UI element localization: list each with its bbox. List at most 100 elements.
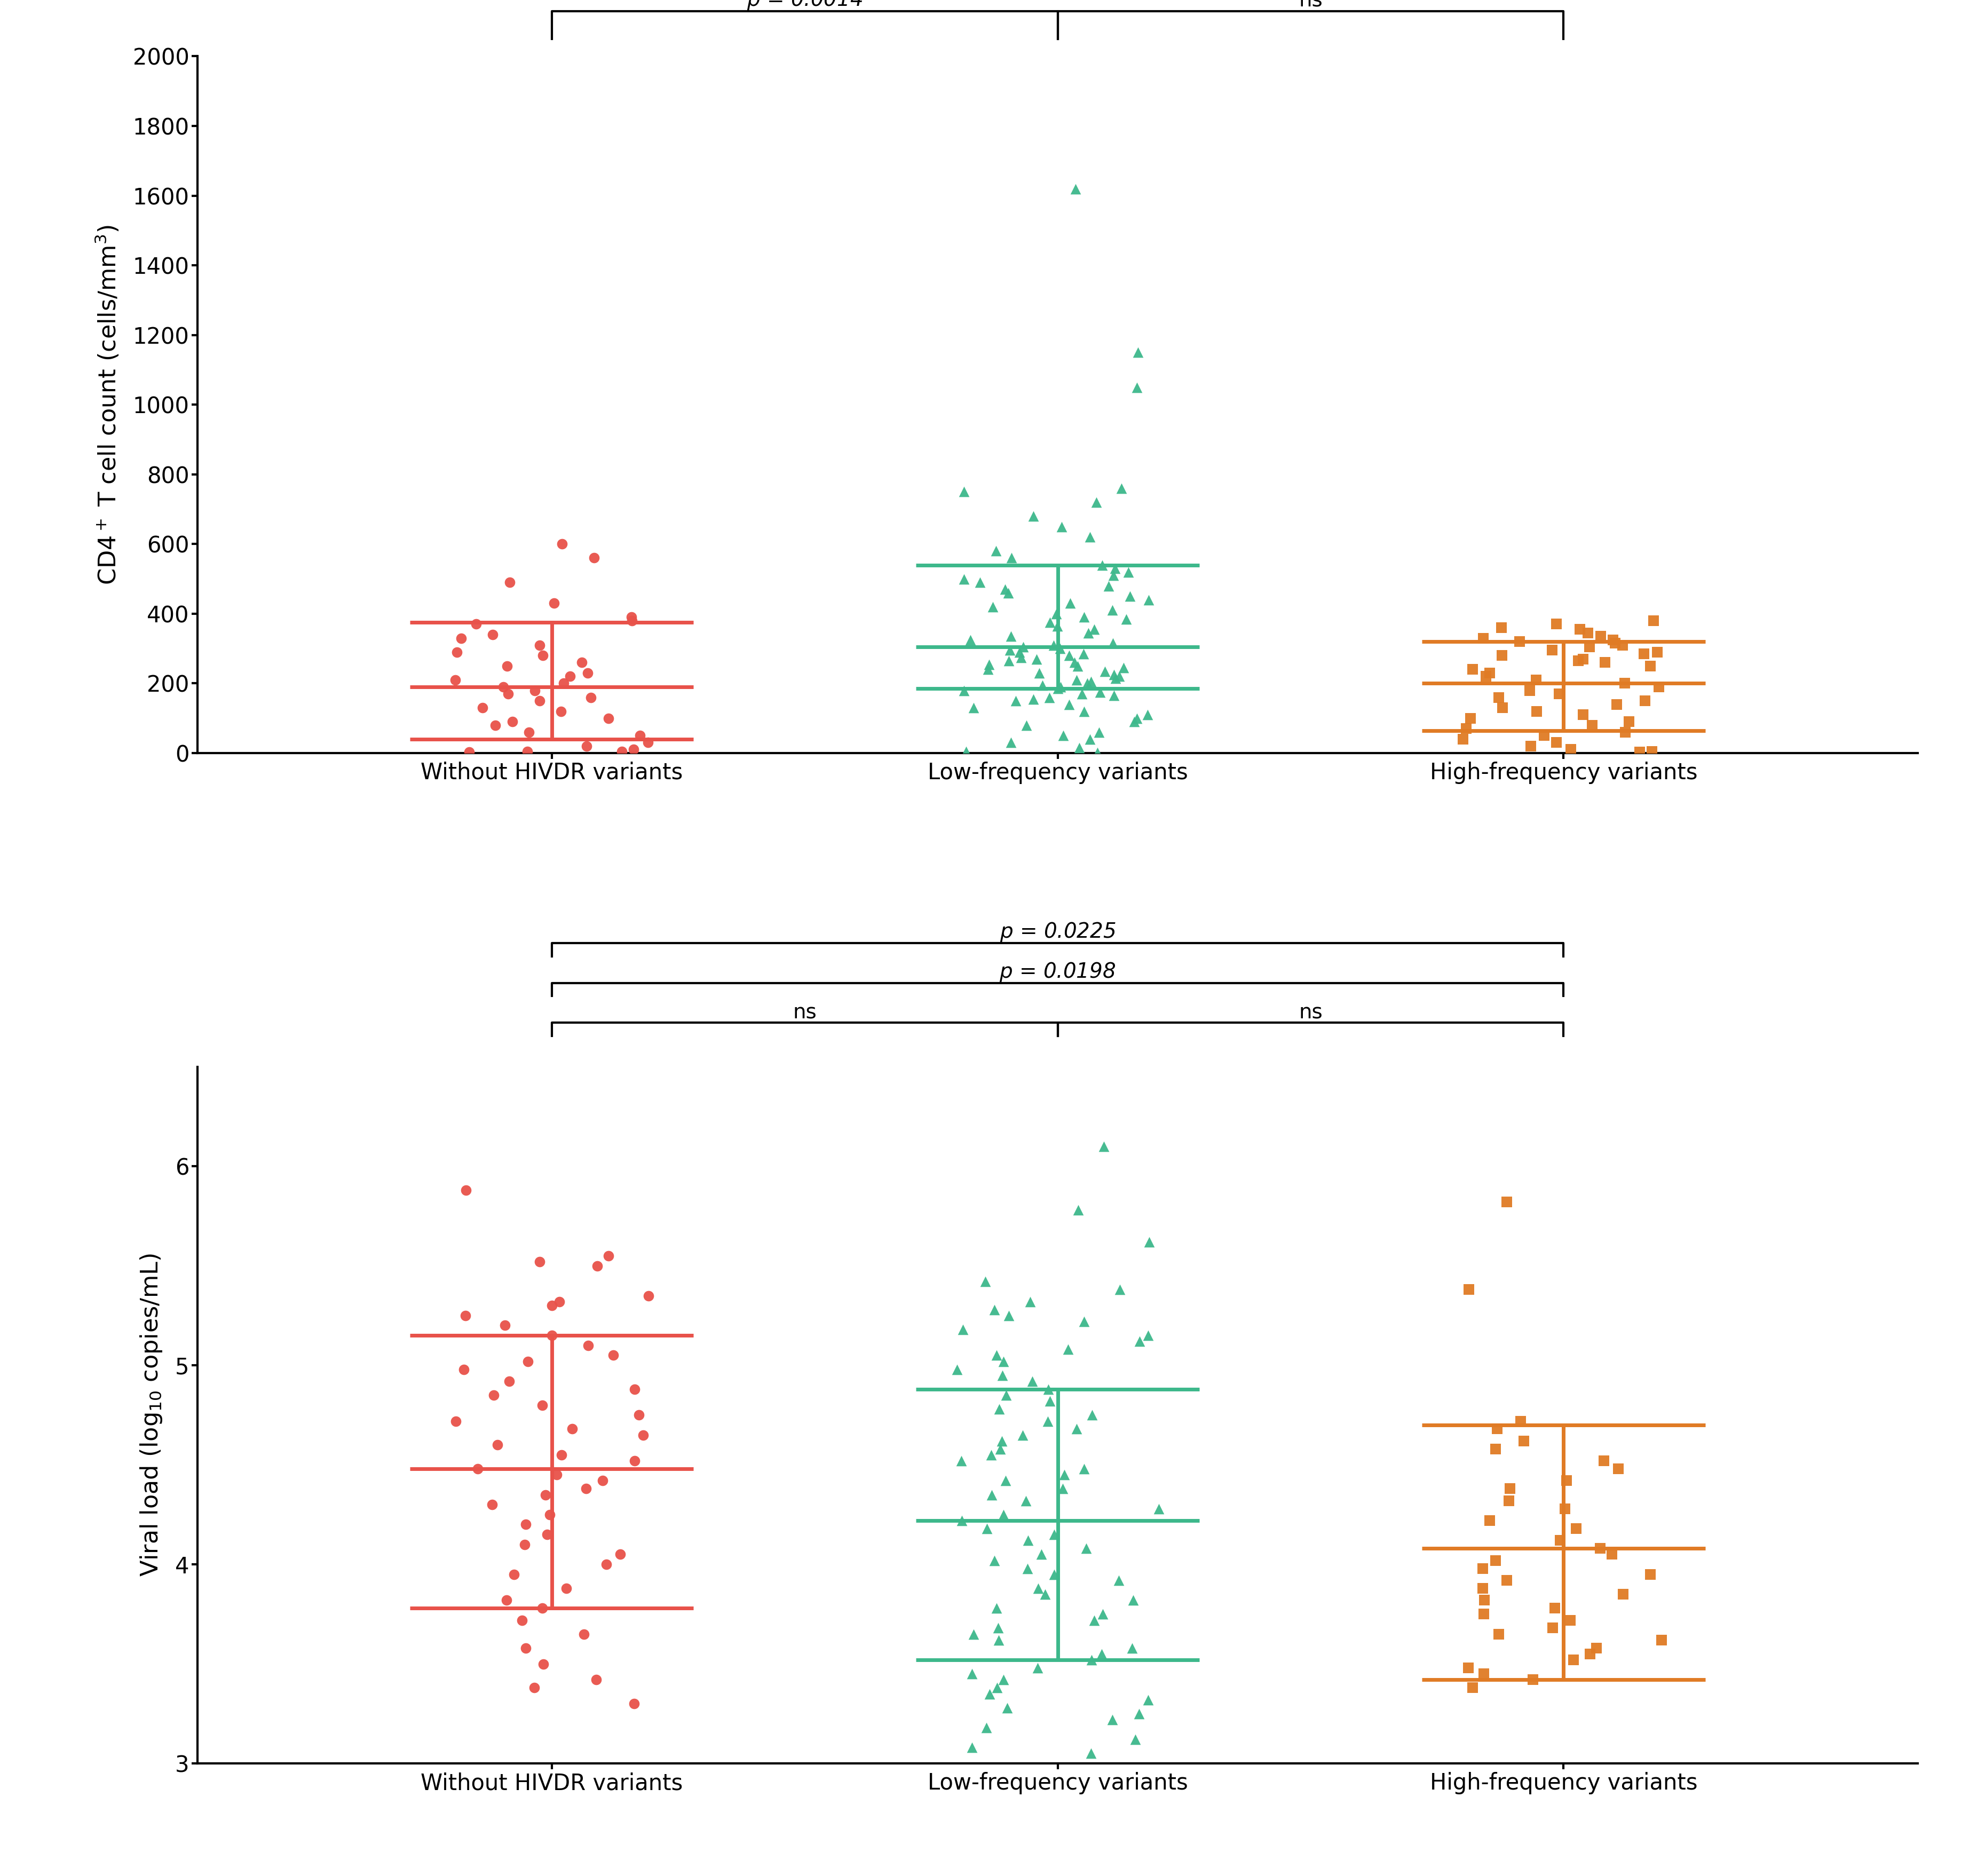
Point bbox=[1072, 617, 1103, 647]
Point bbox=[1574, 1640, 1605, 1670]
Text: ns: ns bbox=[1299, 0, 1323, 11]
Point bbox=[1560, 1514, 1591, 1544]
Point bbox=[1607, 1580, 1639, 1610]
Point bbox=[605, 1540, 637, 1570]
Point bbox=[467, 692, 498, 722]
Point bbox=[1012, 1553, 1044, 1583]
Point bbox=[1121, 371, 1153, 401]
Point bbox=[971, 1514, 1002, 1544]
Point bbox=[1072, 668, 1103, 698]
Point bbox=[617, 606, 648, 636]
Point bbox=[987, 1426, 1018, 1456]
Point bbox=[1062, 1195, 1093, 1225]
Point bbox=[528, 640, 559, 670]
Point bbox=[1637, 606, 1669, 636]
Point bbox=[1081, 737, 1113, 767]
Point bbox=[439, 1405, 471, 1435]
Point bbox=[957, 1619, 988, 1649]
Point bbox=[1034, 683, 1066, 713]
Point bbox=[1038, 1559, 1070, 1589]
Point bbox=[1038, 630, 1070, 660]
Point bbox=[1469, 1585, 1501, 1615]
Point bbox=[1453, 1274, 1485, 1304]
Point bbox=[619, 1688, 650, 1718]
Point bbox=[512, 735, 544, 765]
Point bbox=[480, 711, 512, 741]
Point bbox=[1060, 1415, 1091, 1445]
Point bbox=[1060, 174, 1091, 204]
Point bbox=[1075, 1739, 1107, 1769]
Point bbox=[1536, 636, 1568, 666]
Point bbox=[482, 1430, 514, 1460]
Point bbox=[1087, 1598, 1119, 1628]
Point bbox=[1034, 608, 1066, 638]
Point bbox=[1062, 651, 1093, 681]
Point bbox=[979, 1546, 1010, 1576]
Point bbox=[988, 1499, 1020, 1529]
Point bbox=[633, 728, 664, 758]
Point bbox=[1582, 1632, 1613, 1662]
Point bbox=[1447, 724, 1479, 754]
Point bbox=[1117, 1632, 1149, 1662]
Point bbox=[1107, 653, 1139, 683]
Point bbox=[627, 1420, 658, 1450]
Point bbox=[498, 1559, 530, 1589]
Point bbox=[969, 1266, 1000, 1296]
Point bbox=[1576, 711, 1607, 741]
Point bbox=[1064, 734, 1095, 764]
Point bbox=[973, 649, 1004, 679]
Point bbox=[994, 621, 1026, 651]
Point bbox=[985, 1433, 1016, 1463]
Point bbox=[947, 1315, 979, 1345]
Point bbox=[957, 1658, 988, 1688]
Point bbox=[1540, 728, 1572, 758]
Point bbox=[988, 1347, 1020, 1377]
Text: ns: ns bbox=[793, 1002, 817, 1022]
Point bbox=[488, 1311, 520, 1341]
Point bbox=[1097, 628, 1129, 658]
Point bbox=[1603, 1454, 1635, 1484]
Point bbox=[1495, 1475, 1526, 1505]
Point bbox=[633, 1281, 664, 1311]
Point bbox=[1457, 1673, 1489, 1703]
Point bbox=[1629, 638, 1661, 668]
Point bbox=[534, 1499, 565, 1529]
Point bbox=[571, 732, 603, 762]
Point bbox=[510, 1510, 542, 1540]
Point bbox=[1133, 700, 1164, 730]
Point bbox=[1097, 1705, 1129, 1735]
Point bbox=[1103, 1565, 1135, 1595]
Point bbox=[587, 1465, 619, 1495]
Point bbox=[453, 737, 484, 767]
Point bbox=[1483, 683, 1514, 713]
Point bbox=[983, 1613, 1014, 1643]
Point bbox=[445, 623, 476, 653]
Point bbox=[1538, 1593, 1570, 1623]
Point bbox=[617, 735, 648, 765]
Point bbox=[536, 1321, 567, 1351]
Point bbox=[524, 687, 556, 717]
Point bbox=[951, 735, 983, 765]
Point bbox=[1584, 1533, 1615, 1563]
Point bbox=[546, 1441, 577, 1471]
Point bbox=[1022, 1574, 1054, 1604]
Point bbox=[1075, 666, 1107, 696]
Text: $p$ = 0.0014: $p$ = 0.0014 bbox=[747, 0, 862, 11]
Point bbox=[524, 630, 556, 660]
Point bbox=[526, 1390, 558, 1420]
Point bbox=[1111, 604, 1143, 634]
Point bbox=[1026, 1540, 1058, 1570]
Point bbox=[1115, 582, 1147, 612]
Point bbox=[546, 696, 577, 726]
Point bbox=[581, 1251, 613, 1281]
Point bbox=[973, 655, 1004, 685]
Point bbox=[615, 602, 646, 632]
Point bbox=[490, 651, 522, 681]
Point bbox=[508, 1529, 540, 1559]
Point bbox=[1012, 1525, 1044, 1555]
Point bbox=[1018, 685, 1050, 715]
Point bbox=[476, 619, 508, 649]
Point bbox=[957, 1733, 988, 1763]
Point bbox=[1590, 647, 1621, 677]
Point bbox=[526, 1593, 558, 1623]
